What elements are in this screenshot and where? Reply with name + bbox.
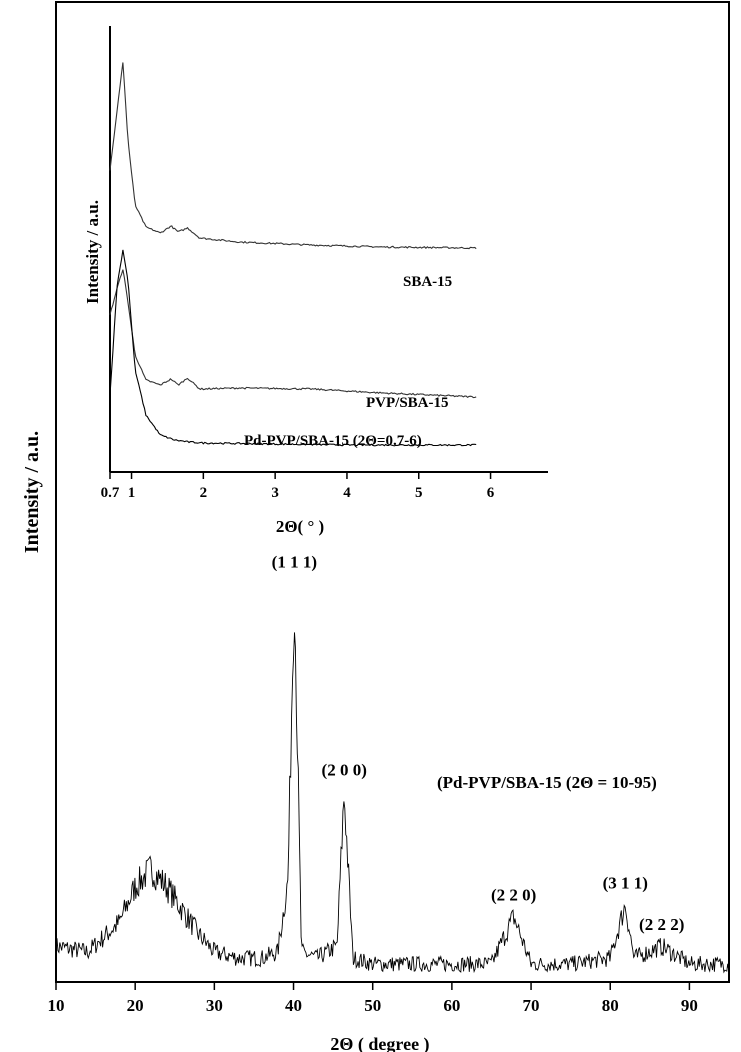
- peak-annotation: (3 1 1): [603, 874, 648, 893]
- main-x-tick-label: 90: [681, 996, 698, 1015]
- inset-x-tick-label: 4: [343, 485, 351, 501]
- peak-annotation: (2 2 0): [491, 885, 536, 904]
- main-x-tick-label: 70: [523, 996, 540, 1015]
- inset-x-tick-label: 1: [128, 485, 136, 501]
- inset-x-axis-label: 2Θ( ° ): [276, 517, 324, 536]
- inset-series-label: Pd-PVP/SBA-15 (2Θ=0.7-6): [244, 433, 422, 449]
- main-y-axis-label: Intensity / a.u.: [21, 431, 43, 553]
- inset-x-ticks: 0.7 1 2 3 4 5 6: [101, 472, 495, 501]
- main-x-tick-label: 40: [285, 996, 302, 1015]
- peak-annotation: (2 0 0): [322, 761, 367, 780]
- main-x-tick-label: 10: [48, 996, 65, 1015]
- main-annotations: (1 1 1) (2 0 0) (2 2 0) (3 1 1) (2 2 2): [272, 552, 685, 934]
- inset-series-line: [109, 62, 477, 250]
- main-x-ticks: 10 20 30 40 50 60 70 80 90: [48, 982, 698, 1015]
- inset-x-tick-label: 5: [415, 485, 423, 501]
- inset-axes: [109, 26, 548, 473]
- inset-series-label: SBA-15: [403, 274, 452, 290]
- inset-x-tick-label: 0.7: [101, 485, 120, 501]
- main-plot-frame: [55, 1, 730, 983]
- main-series-label: (Pd-PVP/SBA-15 (2Θ = 10-95): [437, 773, 657, 792]
- main-x-tick-label: 50: [364, 996, 381, 1015]
- main-x-tick-label: 30: [206, 996, 223, 1015]
- inset-x-tick-label: 2: [200, 485, 208, 501]
- main-xrd-series-line: [55, 632, 730, 974]
- inset-series-group: [109, 62, 477, 447]
- inset-series-labels: SBA-15 PVP/SBA-15 Pd-PVP/SBA-15 (2Θ=0.7-6): [244, 274, 452, 449]
- main-x-tick-label: 20: [127, 996, 144, 1015]
- inset-x-tick-label: 3: [271, 485, 279, 501]
- inset-series-line: [109, 249, 477, 447]
- main-x-tick-label: 80: [602, 996, 619, 1015]
- inset-series-line: [109, 269, 477, 399]
- peak-annotation: (1 1 1): [272, 552, 317, 571]
- main-x-tick-label: 60: [443, 996, 460, 1015]
- inset-x-tick-label: 6: [487, 485, 495, 501]
- peak-annotation: (2 2 2): [639, 915, 684, 934]
- main-x-axis-label: 2Θ ( degree ): [330, 1034, 429, 1052]
- main-series-group: [55, 632, 730, 974]
- inset-y-axis-label: Intensity / a.u.: [83, 200, 102, 304]
- inset-series-label: PVP/SBA-15: [366, 395, 449, 411]
